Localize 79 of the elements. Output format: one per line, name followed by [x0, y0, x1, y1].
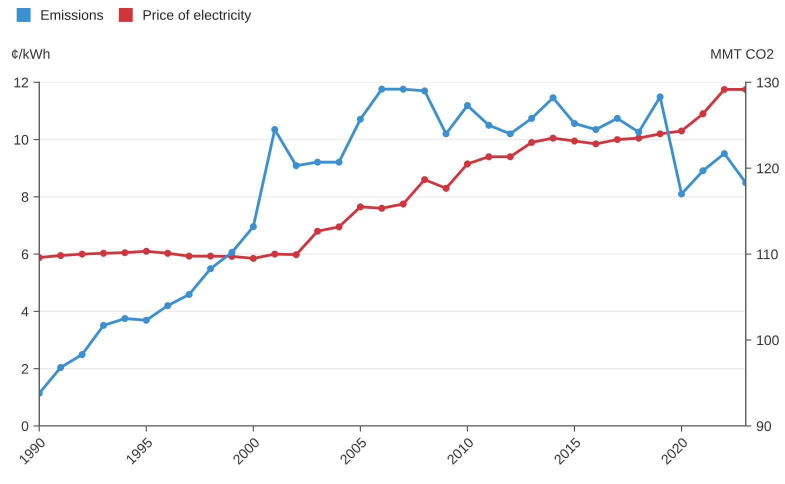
y2-tick-label: 100: [757, 335, 779, 346]
point: [400, 200, 407, 208]
point: [121, 249, 128, 256]
y-tick-label: 0: [22, 421, 28, 432]
point: [292, 162, 300, 170]
point: [186, 252, 193, 260]
point: [271, 126, 278, 134]
point: [678, 127, 685, 134]
point: [699, 110, 706, 118]
point: [656, 130, 664, 138]
point: [592, 140, 600, 148]
point: [100, 322, 107, 329]
point: [78, 250, 86, 258]
point: [336, 158, 342, 166]
point: [699, 167, 706, 174]
y2-tick-label: 120: [757, 164, 779, 174]
y2-tick-label: 130: [757, 78, 779, 88]
point: [250, 254, 257, 262]
point: [485, 122, 492, 129]
y-tick-label: 10: [14, 134, 28, 145]
point: [614, 114, 621, 122]
point: [506, 153, 514, 160]
point: [228, 248, 236, 256]
point: [656, 93, 664, 100]
point: [485, 153, 492, 160]
point: [421, 176, 428, 184]
point: [400, 86, 407, 93]
point: [142, 248, 150, 255]
point: [464, 102, 471, 109]
point: [164, 302, 172, 310]
point: [614, 136, 621, 144]
point: [592, 126, 600, 134]
point: [57, 364, 64, 371]
point: [528, 138, 536, 146]
point: [550, 134, 557, 142]
point: [78, 351, 86, 358]
point: [100, 250, 107, 257]
y-tick-label: 2: [22, 364, 28, 374]
point: [571, 120, 578, 127]
y-tick-label: 12: [14, 78, 28, 88]
point: [678, 190, 685, 198]
y-axis-title: ¢/kWh: [12, 48, 50, 59]
point: [550, 94, 557, 102]
point: [635, 128, 642, 136]
legend-label: Price of electricity: [144, 10, 252, 23]
point: [442, 130, 450, 138]
point: [378, 86, 386, 93]
point: [720, 150, 728, 158]
point: [464, 160, 471, 168]
point: [528, 114, 536, 122]
y-tick-label: 6: [22, 249, 28, 260]
point: [164, 250, 172, 257]
point: [506, 130, 514, 138]
y-tick-label: 8: [22, 192, 28, 202]
point: [207, 265, 214, 272]
y2-axis-title: MMT CO2: [711, 49, 774, 59]
y2-tick-label: 90: [756, 421, 772, 432]
point: [271, 250, 278, 258]
y-tick-label: 4: [21, 306, 28, 316]
point: [314, 228, 322, 235]
point: [186, 291, 193, 298]
point: [356, 116, 364, 123]
point: [292, 251, 300, 258]
point: [356, 203, 364, 210]
point: [442, 184, 450, 192]
point: [421, 87, 428, 94]
point: [720, 86, 728, 93]
point: [207, 252, 214, 260]
point: [314, 158, 322, 166]
point: [250, 223, 257, 230]
point: [142, 316, 150, 324]
point: [121, 315, 128, 322]
point: [57, 252, 64, 260]
y2-tick-label: 110: [757, 249, 778, 260]
point: [571, 138, 578, 144]
point: [336, 223, 342, 230]
point: [378, 204, 386, 212]
legend-label: Emissions: [41, 10, 104, 20]
point: [635, 134, 642, 142]
